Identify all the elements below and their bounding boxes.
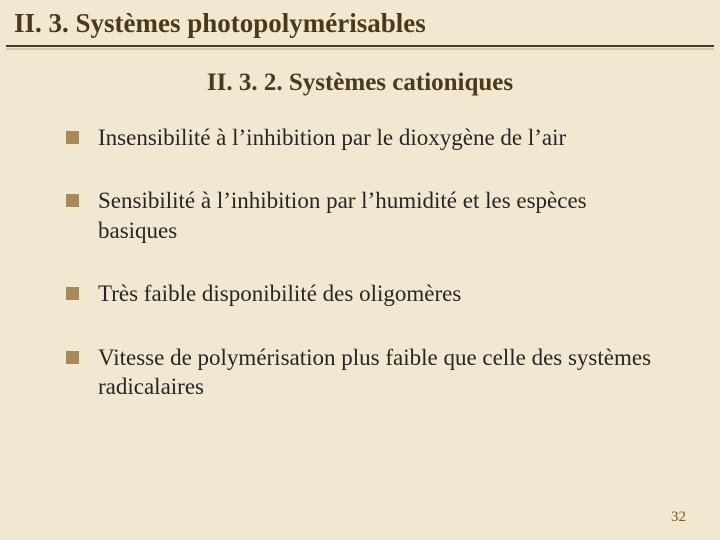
subtitle-block: II. 3. 2. Systèmes cationiques [12,69,708,97]
list-item: Sensibilité à l’inhibition par l’humidit… [66,186,654,245]
page-number: 32 [671,509,686,526]
title-block: II. 3. Systèmes photopolymérisables [0,0,720,39]
bullet-text: Sensibilité à l’inhibition par l’humidit… [98,188,587,242]
bullet-text: Très faible disponibilité des oligomères [98,281,461,306]
list-item: Vitesse de polymérisation plus faible qu… [66,343,654,402]
square-bullet-icon [66,131,79,144]
bullet-list: Insensibilité à l’inhibition par le diox… [0,105,720,402]
square-bullet-icon [66,287,79,300]
square-bullet-icon [66,351,79,364]
list-item: Très faible disponibilité des oligomères [66,279,654,308]
slide: II. 3. Systèmes photopolymérisables II. … [0,0,720,540]
square-bullet-icon [66,194,79,207]
slide-subtitle: II. 3. 2. Systèmes cationiques [12,69,708,97]
title-underline [6,45,714,47]
bullet-text: Insensibilité à l’inhibition par le diox… [98,125,566,150]
bullet-text: Vitesse de polymérisation plus faible qu… [98,345,651,399]
list-item: Insensibilité à l’inhibition par le diox… [66,123,654,152]
slide-title: II. 3. Systèmes photopolymérisables [14,8,710,39]
